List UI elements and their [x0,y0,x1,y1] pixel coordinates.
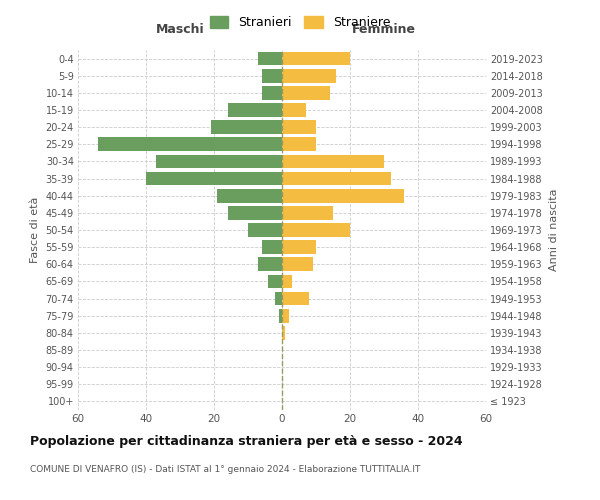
Text: Femmine: Femmine [352,24,416,36]
Bar [282,326,286,340]
Bar [262,69,282,82]
Bar [282,206,333,220]
Bar [248,223,282,237]
Bar [217,189,282,202]
Bar [258,258,282,271]
Y-axis label: Anni di nascita: Anni di nascita [548,188,559,271]
Bar [262,240,282,254]
Bar [282,223,350,237]
Bar [262,86,282,100]
Legend: Stranieri, Straniere: Stranieri, Straniere [205,11,395,34]
Bar [146,172,282,185]
Bar [282,103,306,117]
Bar [282,120,316,134]
Text: Popolazione per cittadinanza straniera per età e sesso - 2024: Popolazione per cittadinanza straniera p… [30,435,463,448]
Bar [282,274,292,288]
Bar [282,138,316,151]
Y-axis label: Fasce di età: Fasce di età [30,197,40,263]
Bar [258,52,282,66]
Bar [275,292,282,306]
Bar [98,138,282,151]
Bar [282,69,337,82]
Bar [268,274,282,288]
Bar [227,206,282,220]
Bar [282,240,316,254]
Bar [278,309,282,322]
Bar [282,292,309,306]
Bar [211,120,282,134]
Text: Maschi: Maschi [155,24,205,36]
Bar [227,103,282,117]
Bar [156,154,282,168]
Bar [282,154,384,168]
Bar [282,172,391,185]
Bar [282,189,404,202]
Bar [282,86,329,100]
Text: COMUNE DI VENAFRO (IS) - Dati ISTAT al 1° gennaio 2024 - Elaborazione TUTTITALIA: COMUNE DI VENAFRO (IS) - Dati ISTAT al 1… [30,465,421,474]
Bar [282,258,313,271]
Bar [282,52,350,66]
Bar [282,309,289,322]
